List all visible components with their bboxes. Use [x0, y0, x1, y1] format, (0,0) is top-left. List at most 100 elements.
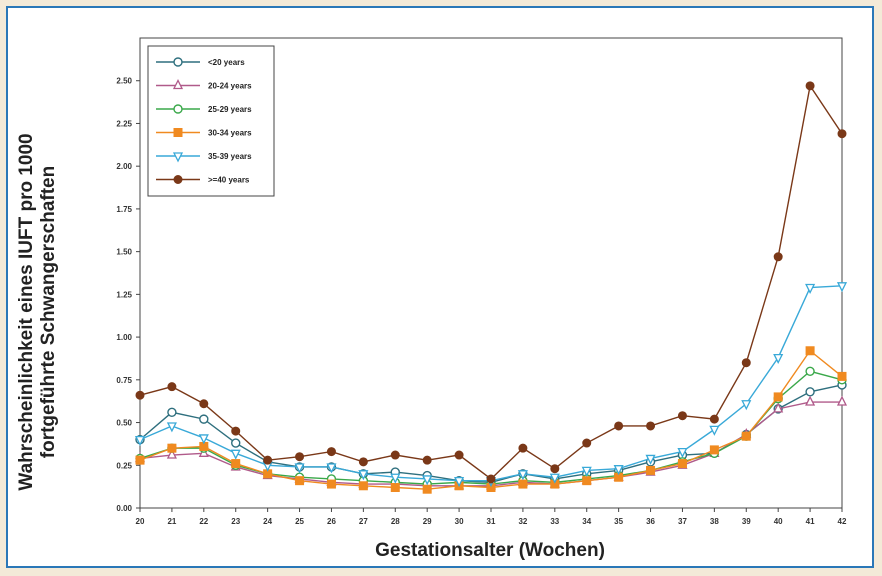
data-point [167, 382, 177, 392]
data-point [294, 463, 305, 474]
data-point [486, 474, 496, 484]
data-point [645, 454, 656, 465]
legend-label: 35-39 years [208, 152, 252, 161]
legend-marker [173, 128, 183, 137]
data-point [422, 484, 432, 494]
legend-label: <20 years [208, 58, 245, 67]
series-line [139, 401, 842, 487]
data-point [709, 425, 720, 436]
data-point [805, 346, 815, 356]
x-tick-label: 23 [231, 517, 240, 526]
data-point [230, 449, 241, 460]
data-point [198, 434, 209, 445]
data-point [167, 443, 177, 453]
data-point [166, 448, 177, 459]
data-point [390, 473, 401, 484]
data-point [422, 475, 433, 486]
x-tick-label: 25 [295, 517, 304, 526]
legend-label: >=40 years [208, 176, 250, 185]
legend-label: 30-34 years [208, 129, 252, 138]
legend-marker [173, 57, 183, 67]
x-tick-label: 38 [710, 517, 719, 526]
data-point [454, 450, 464, 460]
y-axis-label-line1: Wahrscheinlichkeit eines IUFT pro 1000 [16, 133, 37, 491]
data-point [709, 445, 719, 455]
legend-item: 20-24 years [156, 79, 252, 91]
x-tick-label: 29 [423, 517, 432, 526]
data-point [295, 476, 305, 486]
data-point [295, 452, 305, 462]
data-point [358, 457, 368, 467]
data-point [422, 455, 432, 465]
series-4 [134, 282, 848, 488]
y-tick-label: 0.00 [116, 504, 132, 513]
data-point [358, 470, 369, 481]
y-tick-label: 1.75 [116, 205, 132, 214]
data-point [582, 438, 592, 448]
data-point [231, 459, 241, 469]
data-point [231, 438, 241, 448]
data-point [805, 81, 815, 91]
x-tick-label: 31 [487, 517, 496, 526]
data-point [517, 470, 528, 481]
data-point [677, 411, 687, 421]
x-tick-label: 37 [678, 517, 687, 526]
data-point [549, 473, 560, 484]
data-point [773, 353, 784, 365]
x-tick-label: 39 [742, 517, 751, 526]
series-line [139, 285, 843, 482]
x-tick-label: 26 [327, 517, 336, 526]
x-tick-label: 21 [167, 517, 176, 526]
series-2 [135, 366, 847, 489]
y-tick-label: 2.25 [116, 119, 132, 128]
data-point [263, 455, 273, 465]
x-tick-label: 22 [199, 517, 208, 526]
data-point [326, 479, 336, 489]
y-tick-label: 0.75 [116, 376, 132, 385]
data-point [805, 283, 816, 294]
axes: 0.00 0.25 0.50 0.75 1.00 1.25 1.50 1.75 2.00 2.25… [116, 37, 847, 526]
data-point [836, 282, 848, 293]
x-tick-label: 34 [582, 517, 591, 526]
x-tick-label: 33 [550, 517, 559, 526]
data-point [646, 465, 656, 475]
data-point [741, 400, 752, 411]
plot-area [134, 81, 848, 494]
legend-marker [172, 152, 184, 163]
legend-marker [172, 79, 184, 90]
series-0 [135, 380, 847, 488]
y-tick-label: 2.00 [116, 162, 132, 171]
data-point [134, 435, 146, 447]
legend-item: 35-39 years [156, 152, 252, 163]
data-point [326, 447, 336, 457]
y-tick-label: 1.00 [116, 333, 132, 342]
data-point [581, 466, 592, 477]
legend-label: 20-24 years [208, 82, 252, 91]
data-point [454, 477, 465, 488]
data-point [677, 447, 688, 459]
data-point [709, 414, 719, 424]
data-point [773, 402, 784, 413]
data-point [167, 407, 177, 417]
legend-item: >=40 years [156, 175, 250, 185]
data-point [773, 392, 783, 402]
legend-box [147, 45, 275, 197]
data-point [582, 476, 592, 486]
data-point [741, 431, 751, 441]
data-point [836, 395, 848, 406]
data-point [518, 443, 528, 453]
data-point [390, 450, 400, 460]
data-point [837, 129, 847, 139]
data-point [805, 366, 815, 376]
y-tick-label: 0.50 [116, 419, 132, 428]
data-point [646, 421, 656, 431]
x-tick-label: 36 [646, 517, 655, 526]
x-tick-label: 20 [136, 517, 145, 526]
y-axis-label: Wahrscheinlichkeit eines IUFT pro 1000 f… [16, 132, 60, 492]
data-point [390, 482, 400, 492]
x-tick-label: 35 [614, 517, 623, 526]
x-tick-label: 24 [263, 517, 272, 526]
series-3 [135, 346, 847, 494]
data-point [199, 399, 209, 409]
